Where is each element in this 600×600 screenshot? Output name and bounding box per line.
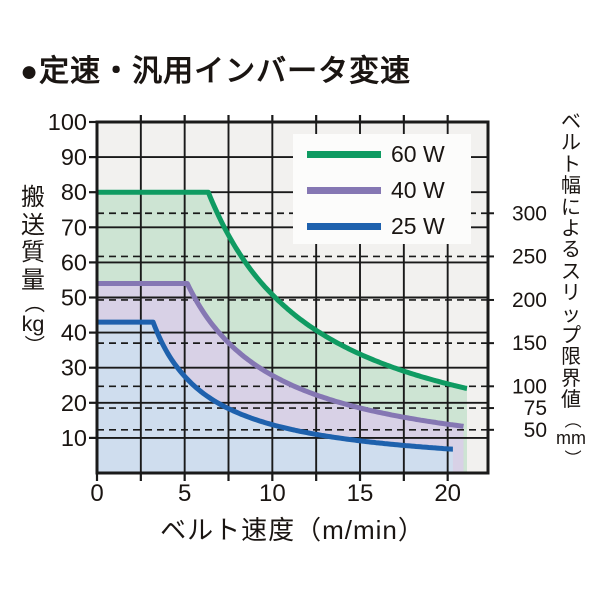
legend-label-25w: 25 W <box>391 212 445 239</box>
right-axis-tick-label: 150 <box>512 332 547 355</box>
x-tick-label: 15 <box>347 480 374 507</box>
right-axis-tick-label: 75 <box>524 397 547 420</box>
x-tick-label: 0 <box>90 480 103 507</box>
right-axis-title: ベルト幅によるスリップ限界値（mm） <box>556 111 586 467</box>
legend-item-25w: 25 W <box>293 208 471 244</box>
legend: 60 W 40 W 25 W <box>293 134 471 244</box>
y-tick-label: 50 <box>61 285 87 311</box>
curve-60-w <box>97 189 468 391</box>
y-tick-label: 70 <box>61 214 87 240</box>
y-tick-label: 30 <box>61 355 87 381</box>
y-axis-title: 搬送質量（kg） <box>21 184 45 356</box>
y-tick-label: 20 <box>61 390 87 416</box>
y-tick-label: 60 <box>61 249 87 275</box>
y-tick-label: 100 <box>48 109 87 135</box>
right-axis-tick-label: 200 <box>512 289 547 312</box>
chart-title: ●定速・汎用インバータ変速 <box>20 55 412 88</box>
legend-swatch-60w-icon <box>307 151 381 159</box>
y-tick-label: 10 <box>61 425 87 451</box>
curve-25-w <box>97 319 455 452</box>
x-axis-title: ベルト速度（m/min） <box>160 515 425 545</box>
curve-40-w <box>97 281 466 429</box>
area-fill-25-w <box>97 322 453 473</box>
legend-item-60w: 60 W <box>293 137 471 173</box>
y-tick-label: 40 <box>61 320 87 346</box>
y-tick-label: 90 <box>61 144 87 170</box>
legend-label-60w: 60 W <box>391 141 445 168</box>
legend-label-40w: 40 W <box>391 177 445 203</box>
x-tick-label: 5 <box>178 480 191 507</box>
y-tick-label: 80 <box>61 179 87 205</box>
legend-swatch-40w-icon <box>307 187 381 194</box>
right-axis-tick-label: 300 <box>512 202 547 225</box>
right-axis-tick-label: 50 <box>524 419 547 442</box>
x-tick-label: 20 <box>434 480 461 507</box>
legend-item-40w: 40 W <box>293 173 471 209</box>
legend-swatch-25w-icon <box>307 222 381 230</box>
x-tick-label: 10 <box>259 480 286 507</box>
right-axis-tick-label: 250 <box>512 245 547 268</box>
right-axis-tick-label: 100 <box>512 375 547 398</box>
